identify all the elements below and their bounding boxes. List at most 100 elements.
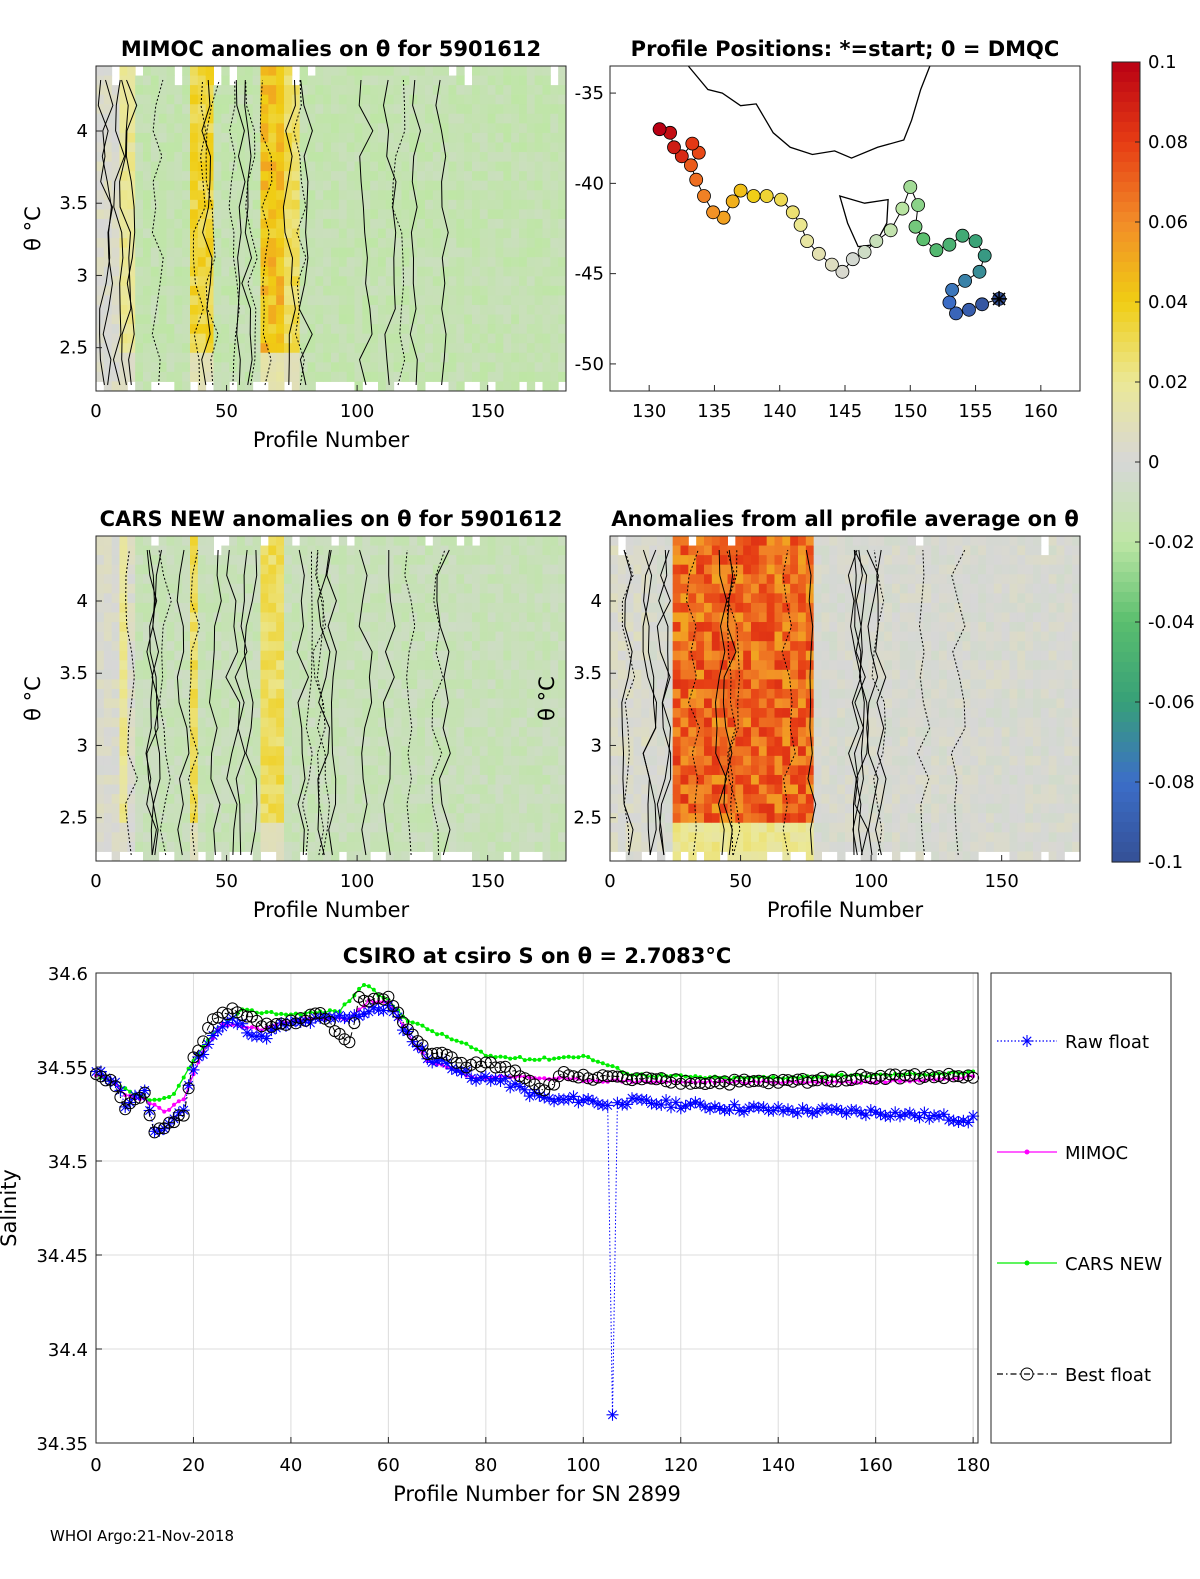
heatmap-cell — [417, 756, 425, 766]
heatmap-cell — [394, 679, 402, 689]
heatmap-cell — [409, 670, 417, 680]
heatmap-cell — [417, 142, 425, 152]
heatmap-cell — [268, 622, 276, 632]
heatmap-cell — [696, 641, 704, 651]
heatmap-cell — [245, 546, 253, 556]
heatmap-cell — [519, 123, 527, 133]
heatmap-cell — [527, 76, 535, 86]
heatmap-cell — [511, 679, 519, 689]
heatmap-cell — [214, 708, 222, 718]
heatmap-cell — [743, 823, 751, 833]
heatmap-cell — [135, 555, 143, 565]
heatmap-cell — [480, 209, 488, 219]
heatmap-cell — [370, 190, 378, 200]
y-tick-label: 3 — [77, 735, 88, 756]
heatmap-cell — [425, 76, 433, 86]
heatmap-cell — [159, 804, 167, 814]
heatmap-cell — [221, 123, 229, 133]
heatmap-cells — [610, 536, 1081, 862]
heatmap-cell — [456, 66, 464, 76]
heatmap-cell — [665, 641, 673, 651]
heatmap-cell — [355, 765, 363, 775]
heatmap-cell — [214, 95, 222, 105]
heatmap-cell — [167, 133, 175, 143]
heatmap-cell — [300, 737, 308, 747]
heatmap-cell — [464, 660, 472, 670]
heatmap-cell — [370, 813, 378, 823]
heatmap-cell — [198, 842, 206, 852]
heatmap-cell — [214, 305, 222, 315]
heatmap-cell — [245, 142, 253, 152]
heatmap-cell — [245, 584, 253, 594]
heatmap-cell — [696, 842, 704, 852]
heatmap-cells — [96, 66, 567, 392]
heatmap-cell — [276, 267, 284, 277]
heatmap-cell — [550, 353, 558, 363]
heatmap-cell — [276, 699, 284, 709]
heatmap-cell — [775, 813, 783, 823]
heatmap-cell — [206, 679, 214, 689]
heatmap-cell — [378, 737, 386, 747]
heatmap-cell — [331, 276, 339, 286]
heatmap-cell — [503, 248, 511, 258]
heatmap-cell — [198, 324, 206, 334]
heatmap-cell — [402, 229, 410, 239]
heatmap-cell — [456, 76, 464, 86]
heatmap-cell — [135, 267, 143, 277]
heatmap-cell — [112, 181, 120, 191]
heatmap-cell — [339, 142, 347, 152]
heatmap-cell — [720, 555, 728, 565]
heatmap-cell — [503, 238, 511, 248]
heatmap-cell — [527, 362, 535, 372]
heatmap-cell — [472, 689, 480, 699]
heatmap-cell — [182, 248, 190, 258]
heatmap-cell — [814, 823, 822, 833]
heatmap-cell — [480, 832, 488, 842]
heatmap-cell — [323, 133, 331, 143]
heatmap-cell — [441, 775, 449, 785]
heatmap-cell — [449, 622, 457, 632]
heatmap-cell — [767, 651, 775, 661]
heatmap-cell — [127, 794, 135, 804]
heatmap-cell — [496, 372, 504, 382]
heatmap-cell — [253, 612, 261, 622]
heatmap-cell — [527, 584, 535, 594]
heatmap-cell — [253, 641, 261, 651]
heatmap-cell — [704, 651, 712, 661]
heatmap-cell — [261, 343, 269, 353]
heatmap-cell — [767, 546, 775, 556]
heatmap-cell — [535, 276, 543, 286]
heatmap-cell — [347, 190, 355, 200]
heatmap-cell — [634, 804, 642, 814]
heatmap-cell — [323, 142, 331, 152]
heatmap-cell — [308, 104, 316, 114]
heatmap-cell — [167, 718, 175, 728]
heatmap-cell — [417, 372, 425, 382]
heatmap-cell — [261, 737, 269, 747]
heatmap-cell — [96, 555, 104, 565]
heatmap-cell — [331, 334, 339, 344]
heatmap-cell — [550, 123, 558, 133]
heatmap-cell — [331, 95, 339, 105]
heatmap-cell — [159, 708, 167, 718]
heatmap-cell — [221, 295, 229, 305]
heatmap-cell — [550, 276, 558, 286]
heatmap-cell — [704, 746, 712, 756]
heatmap-cell — [135, 219, 143, 229]
heatmap-cell — [550, 804, 558, 814]
heatmap-cell — [425, 276, 433, 286]
heatmap-cell — [704, 708, 712, 718]
heatmap-cell — [704, 756, 712, 766]
heatmap-cell — [449, 546, 457, 556]
heatmap-cell — [543, 209, 551, 219]
heatmap-cell — [751, 832, 759, 842]
heatmap-cell — [323, 603, 331, 613]
heatmap-cell — [214, 679, 222, 689]
heatmap-cell — [253, 699, 261, 709]
heatmap-cell — [696, 689, 704, 699]
heatmap-cell — [511, 114, 519, 124]
heatmap-cell — [464, 603, 472, 613]
heatmap-cell — [519, 813, 527, 823]
heatmap-cell — [511, 737, 519, 747]
heatmap-cell — [112, 823, 120, 833]
